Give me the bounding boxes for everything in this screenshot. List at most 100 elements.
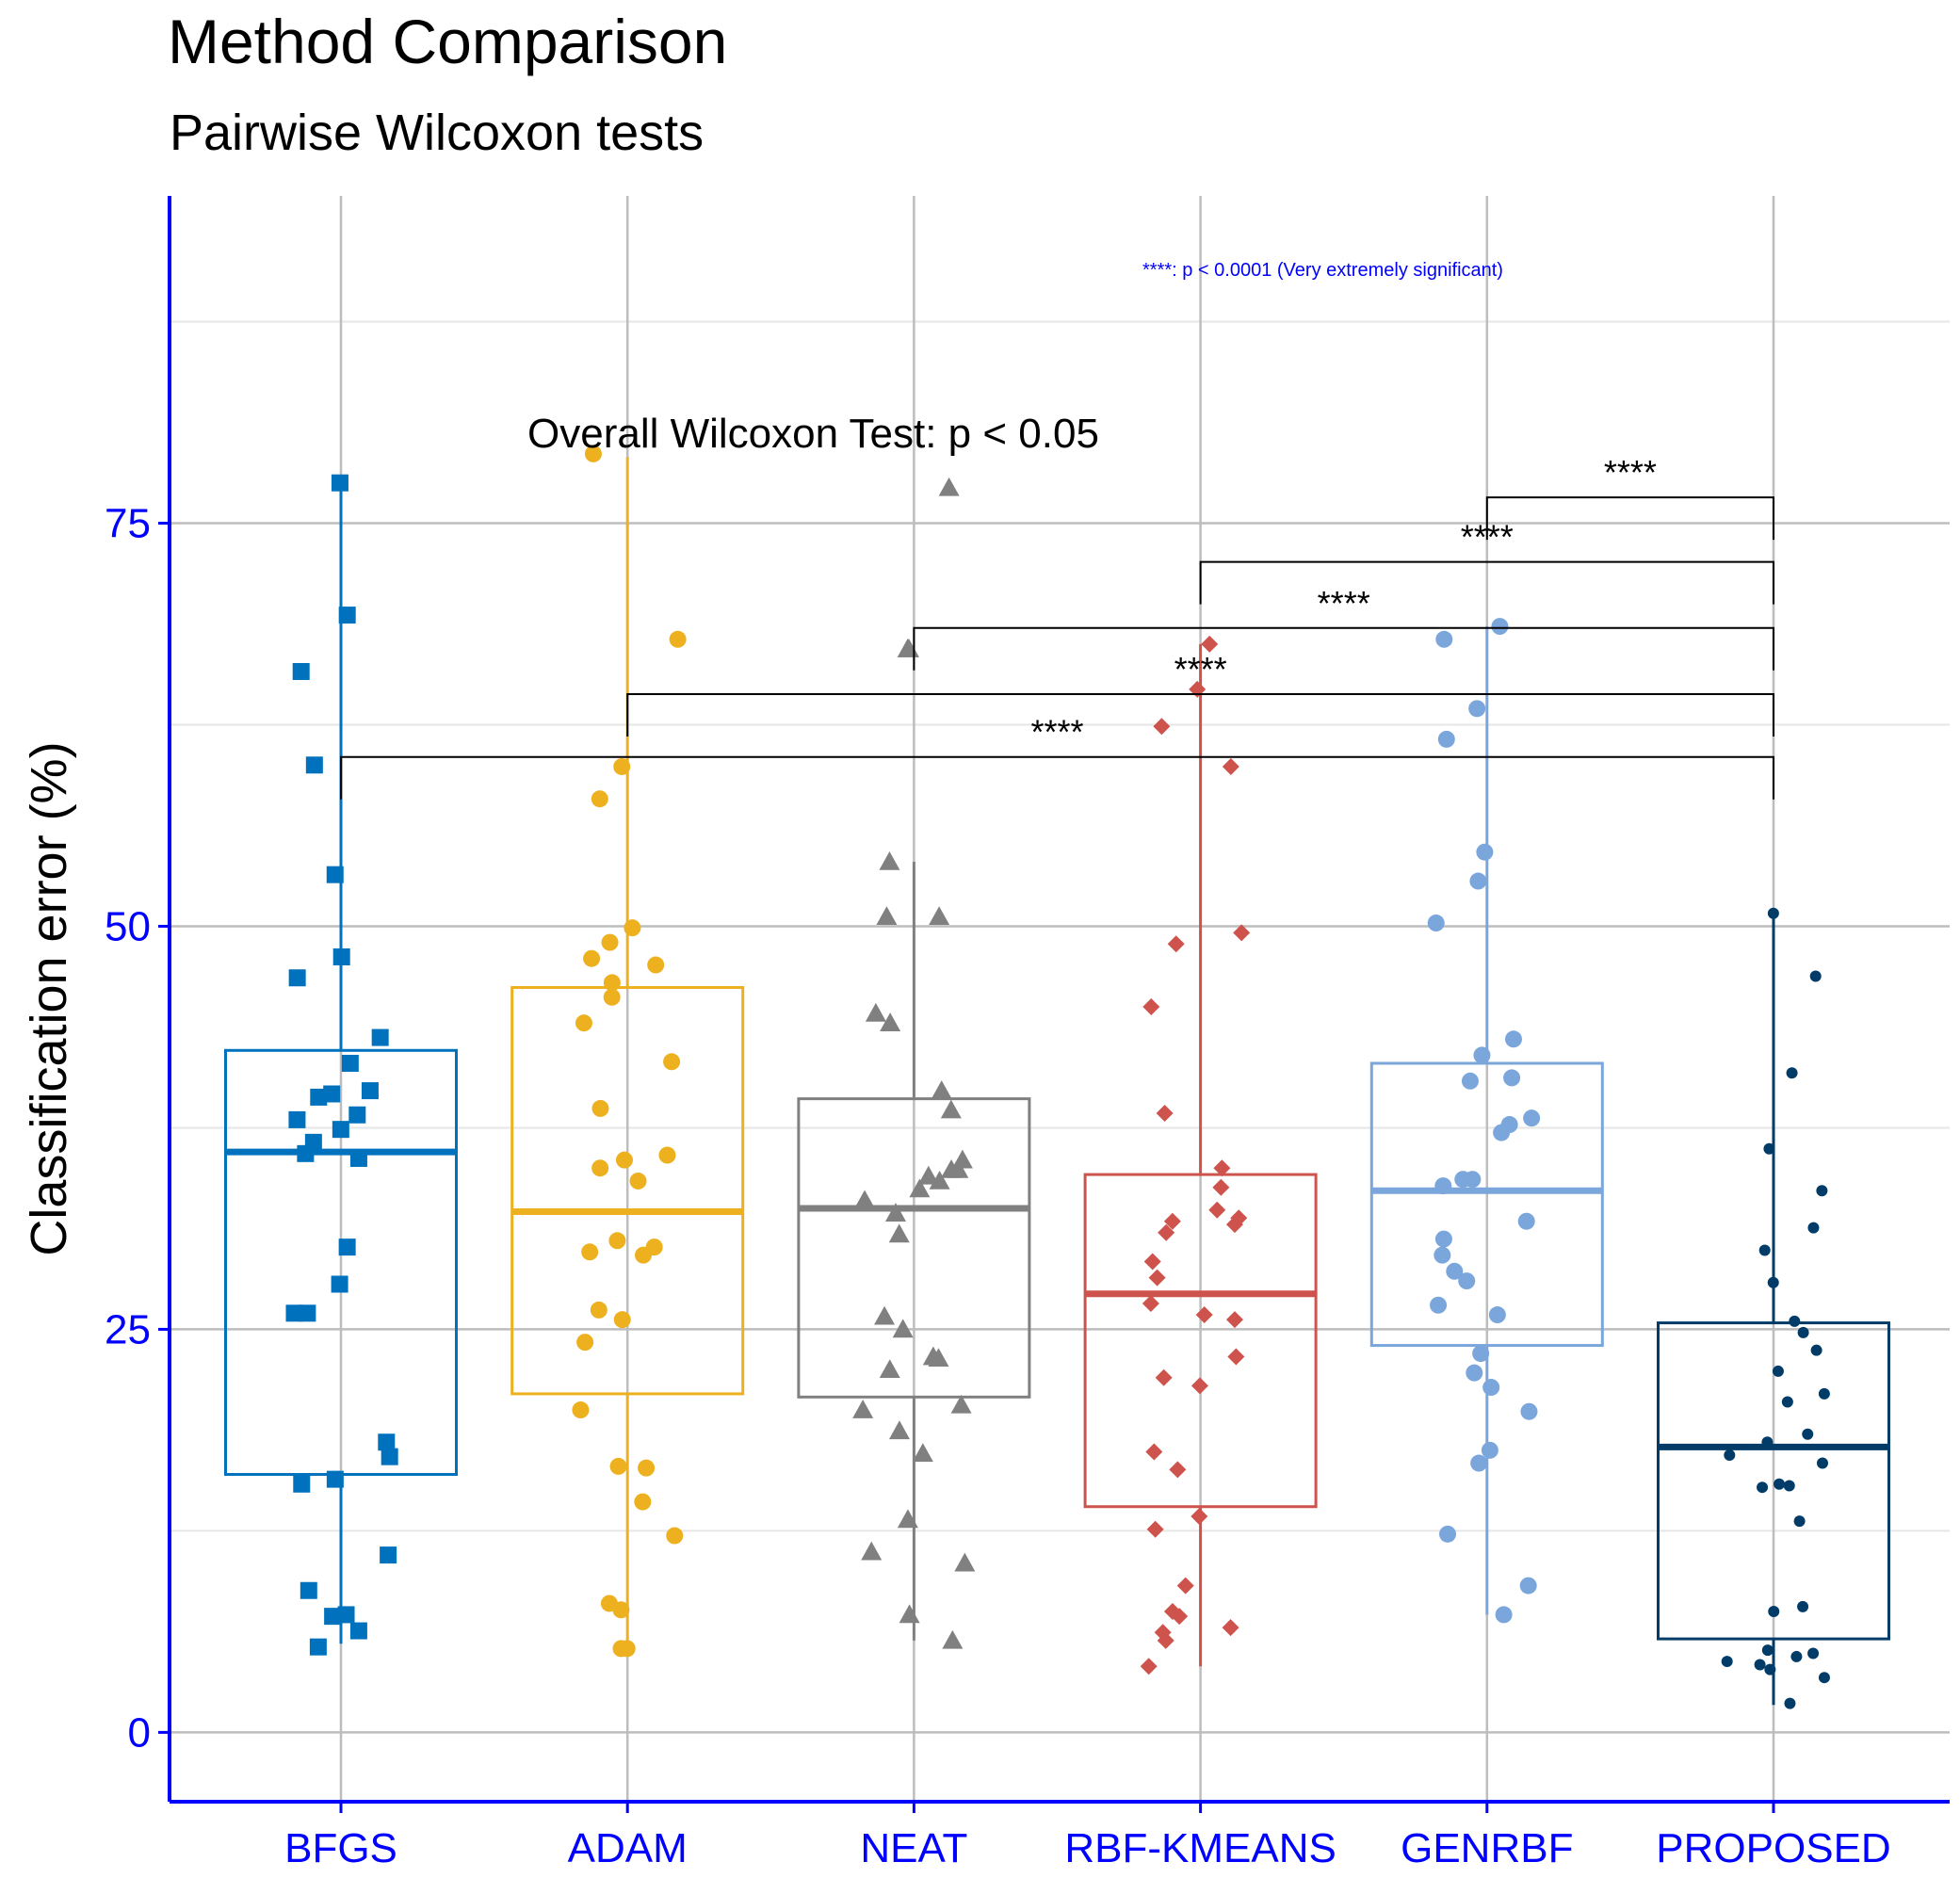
- data-point-neat: [897, 1509, 918, 1529]
- data-point-adam: [603, 988, 621, 1006]
- data-point-genrbf: [1434, 1246, 1451, 1264]
- data-point-proposed: [1784, 1697, 1796, 1709]
- overall-test-annotation: Overall Wilcoxon Test: p < 0.05: [527, 411, 1099, 457]
- data-point-genrbf: [1434, 1230, 1452, 1248]
- data-point-rbf-kmeans: [1142, 998, 1160, 1016]
- data-point-rbf-kmeans: [1157, 1631, 1174, 1649]
- comparison-bracket-genrbf: [1485, 496, 1774, 541]
- data-point-genrbf: [1439, 1525, 1457, 1543]
- data-point-proposed: [1802, 1428, 1814, 1440]
- data-point-adam: [572, 1401, 590, 1419]
- data-point-bfgs: [323, 1085, 341, 1103]
- data-point-rbf-kmeans: [1163, 1212, 1181, 1230]
- data-point-bfgs: [332, 947, 350, 965]
- data-point-proposed: [1772, 1365, 1784, 1377]
- data-point-proposed: [1763, 1142, 1775, 1155]
- data-point-bfgs: [310, 1088, 328, 1106]
- data-point-proposed: [1786, 1067, 1798, 1079]
- data-point-genrbf: [1472, 1345, 1490, 1363]
- data-point-adam: [591, 1159, 609, 1177]
- data-point-adam: [576, 1334, 594, 1352]
- x-tick-label-rbf-kmeans: RBF-KMEANS: [1064, 1825, 1336, 1871]
- data-point-proposed: [1816, 1185, 1828, 1197]
- data-point-neat: [941, 1158, 963, 1178]
- box-rbf-kmeans: [1083, 1173, 1318, 1509]
- data-point-genrbf: [1430, 1296, 1448, 1314]
- data-point-neat: [938, 477, 960, 496]
- data-point-bfgs: [371, 1028, 389, 1046]
- data-point-rbf-kmeans: [1225, 1311, 1243, 1329]
- data-point-adam: [647, 956, 665, 974]
- data-point-adam: [584, 445, 602, 462]
- data-point-neat: [897, 639, 918, 657]
- data-point-bfgs: [324, 1608, 342, 1626]
- data-point-neat: [888, 1420, 910, 1440]
- chart-subtitle: Pairwise Wilcoxon tests: [170, 105, 705, 161]
- data-point-bfgs: [288, 969, 306, 987]
- data-point-proposed: [1793, 1515, 1806, 1528]
- comparison-bracket-adam: [626, 692, 1774, 737]
- data-point-adam: [583, 949, 601, 967]
- y-tick-label: 50: [105, 903, 151, 949]
- data-point-genrbf: [1446, 1262, 1464, 1280]
- data-point-rbf-kmeans: [1153, 718, 1171, 736]
- data-point-bfgs: [361, 1082, 379, 1100]
- data-point-rbf-kmeans: [1167, 935, 1185, 953]
- data-point-bfgs: [332, 1121, 349, 1139]
- data-point-adam: [666, 1527, 684, 1545]
- data-point-bfgs: [331, 1275, 348, 1293]
- data-point-genrbf: [1488, 1306, 1506, 1324]
- data-point-proposed: [1817, 1457, 1829, 1469]
- data-point-bfgs: [378, 1433, 396, 1451]
- data-point-genrbf: [1491, 618, 1509, 636]
- data-point-adam: [601, 933, 619, 951]
- data-point-adam: [603, 974, 621, 992]
- significance-label: ****: [1030, 713, 1083, 752]
- data-point-proposed: [1767, 907, 1779, 919]
- data-point-rbf-kmeans: [1225, 1216, 1243, 1234]
- data-point-proposed: [1810, 1344, 1822, 1356]
- data-point-genrbf: [1493, 1124, 1511, 1141]
- data-point-bfgs: [297, 1144, 315, 1162]
- data-point-rbf-kmeans: [1171, 1608, 1189, 1626]
- box-adam: [510, 986, 745, 1396]
- comparison-bracket-neat: [913, 626, 1774, 671]
- chart-title: Method Comparison: [168, 7, 728, 76]
- data-point-genrbf: [1520, 1402, 1538, 1420]
- data-point-proposed: [1774, 1478, 1786, 1490]
- data-point-genrbf: [1523, 1109, 1541, 1127]
- data-point-rbf-kmeans: [1191, 1508, 1208, 1526]
- data-point-bfgs: [349, 1149, 367, 1167]
- data-point-rbf-kmeans: [1140, 1658, 1158, 1676]
- significance-label: ****: [1604, 453, 1657, 492]
- data-point-genrbf: [1519, 1577, 1537, 1595]
- data-point-adam: [575, 1014, 592, 1032]
- data-point-genrbf: [1504, 1030, 1522, 1048]
- data-point-neat: [909, 1178, 931, 1198]
- comparison-brackets: ********************: [340, 453, 1774, 800]
- data-point-bfgs: [309, 1638, 327, 1656]
- data-point-neat: [954, 1552, 976, 1572]
- box-genrbf: [1369, 1061, 1604, 1348]
- data-point-proposed: [1768, 1606, 1780, 1618]
- data-point-rbf-kmeans: [1158, 1223, 1175, 1241]
- data-point-neat: [942, 1629, 964, 1649]
- data-point-rbf-kmeans: [1145, 1443, 1163, 1461]
- data-point-neat: [879, 850, 900, 870]
- data-point-genrbf: [1468, 700, 1486, 718]
- data-point-proposed: [1757, 1481, 1769, 1494]
- data-point-bfgs: [292, 662, 310, 680]
- data-point-neat: [917, 1165, 939, 1185]
- x-tick-label-proposed: PROPOSED: [1656, 1825, 1890, 1871]
- data-point-adam: [624, 919, 641, 937]
- data-point-neat: [885, 1203, 907, 1222]
- data-point-proposed: [1767, 1276, 1779, 1288]
- data-point-adam: [669, 630, 687, 648]
- data-point-adam: [613, 757, 631, 775]
- data-point-neat: [852, 1400, 874, 1418]
- data-point-neat: [880, 1012, 901, 1031]
- box-neat: [797, 1097, 1031, 1399]
- data-point-neat: [861, 1541, 883, 1561]
- data-point-proposed: [1807, 1222, 1820, 1234]
- data-point-rbf-kmeans: [1233, 924, 1251, 942]
